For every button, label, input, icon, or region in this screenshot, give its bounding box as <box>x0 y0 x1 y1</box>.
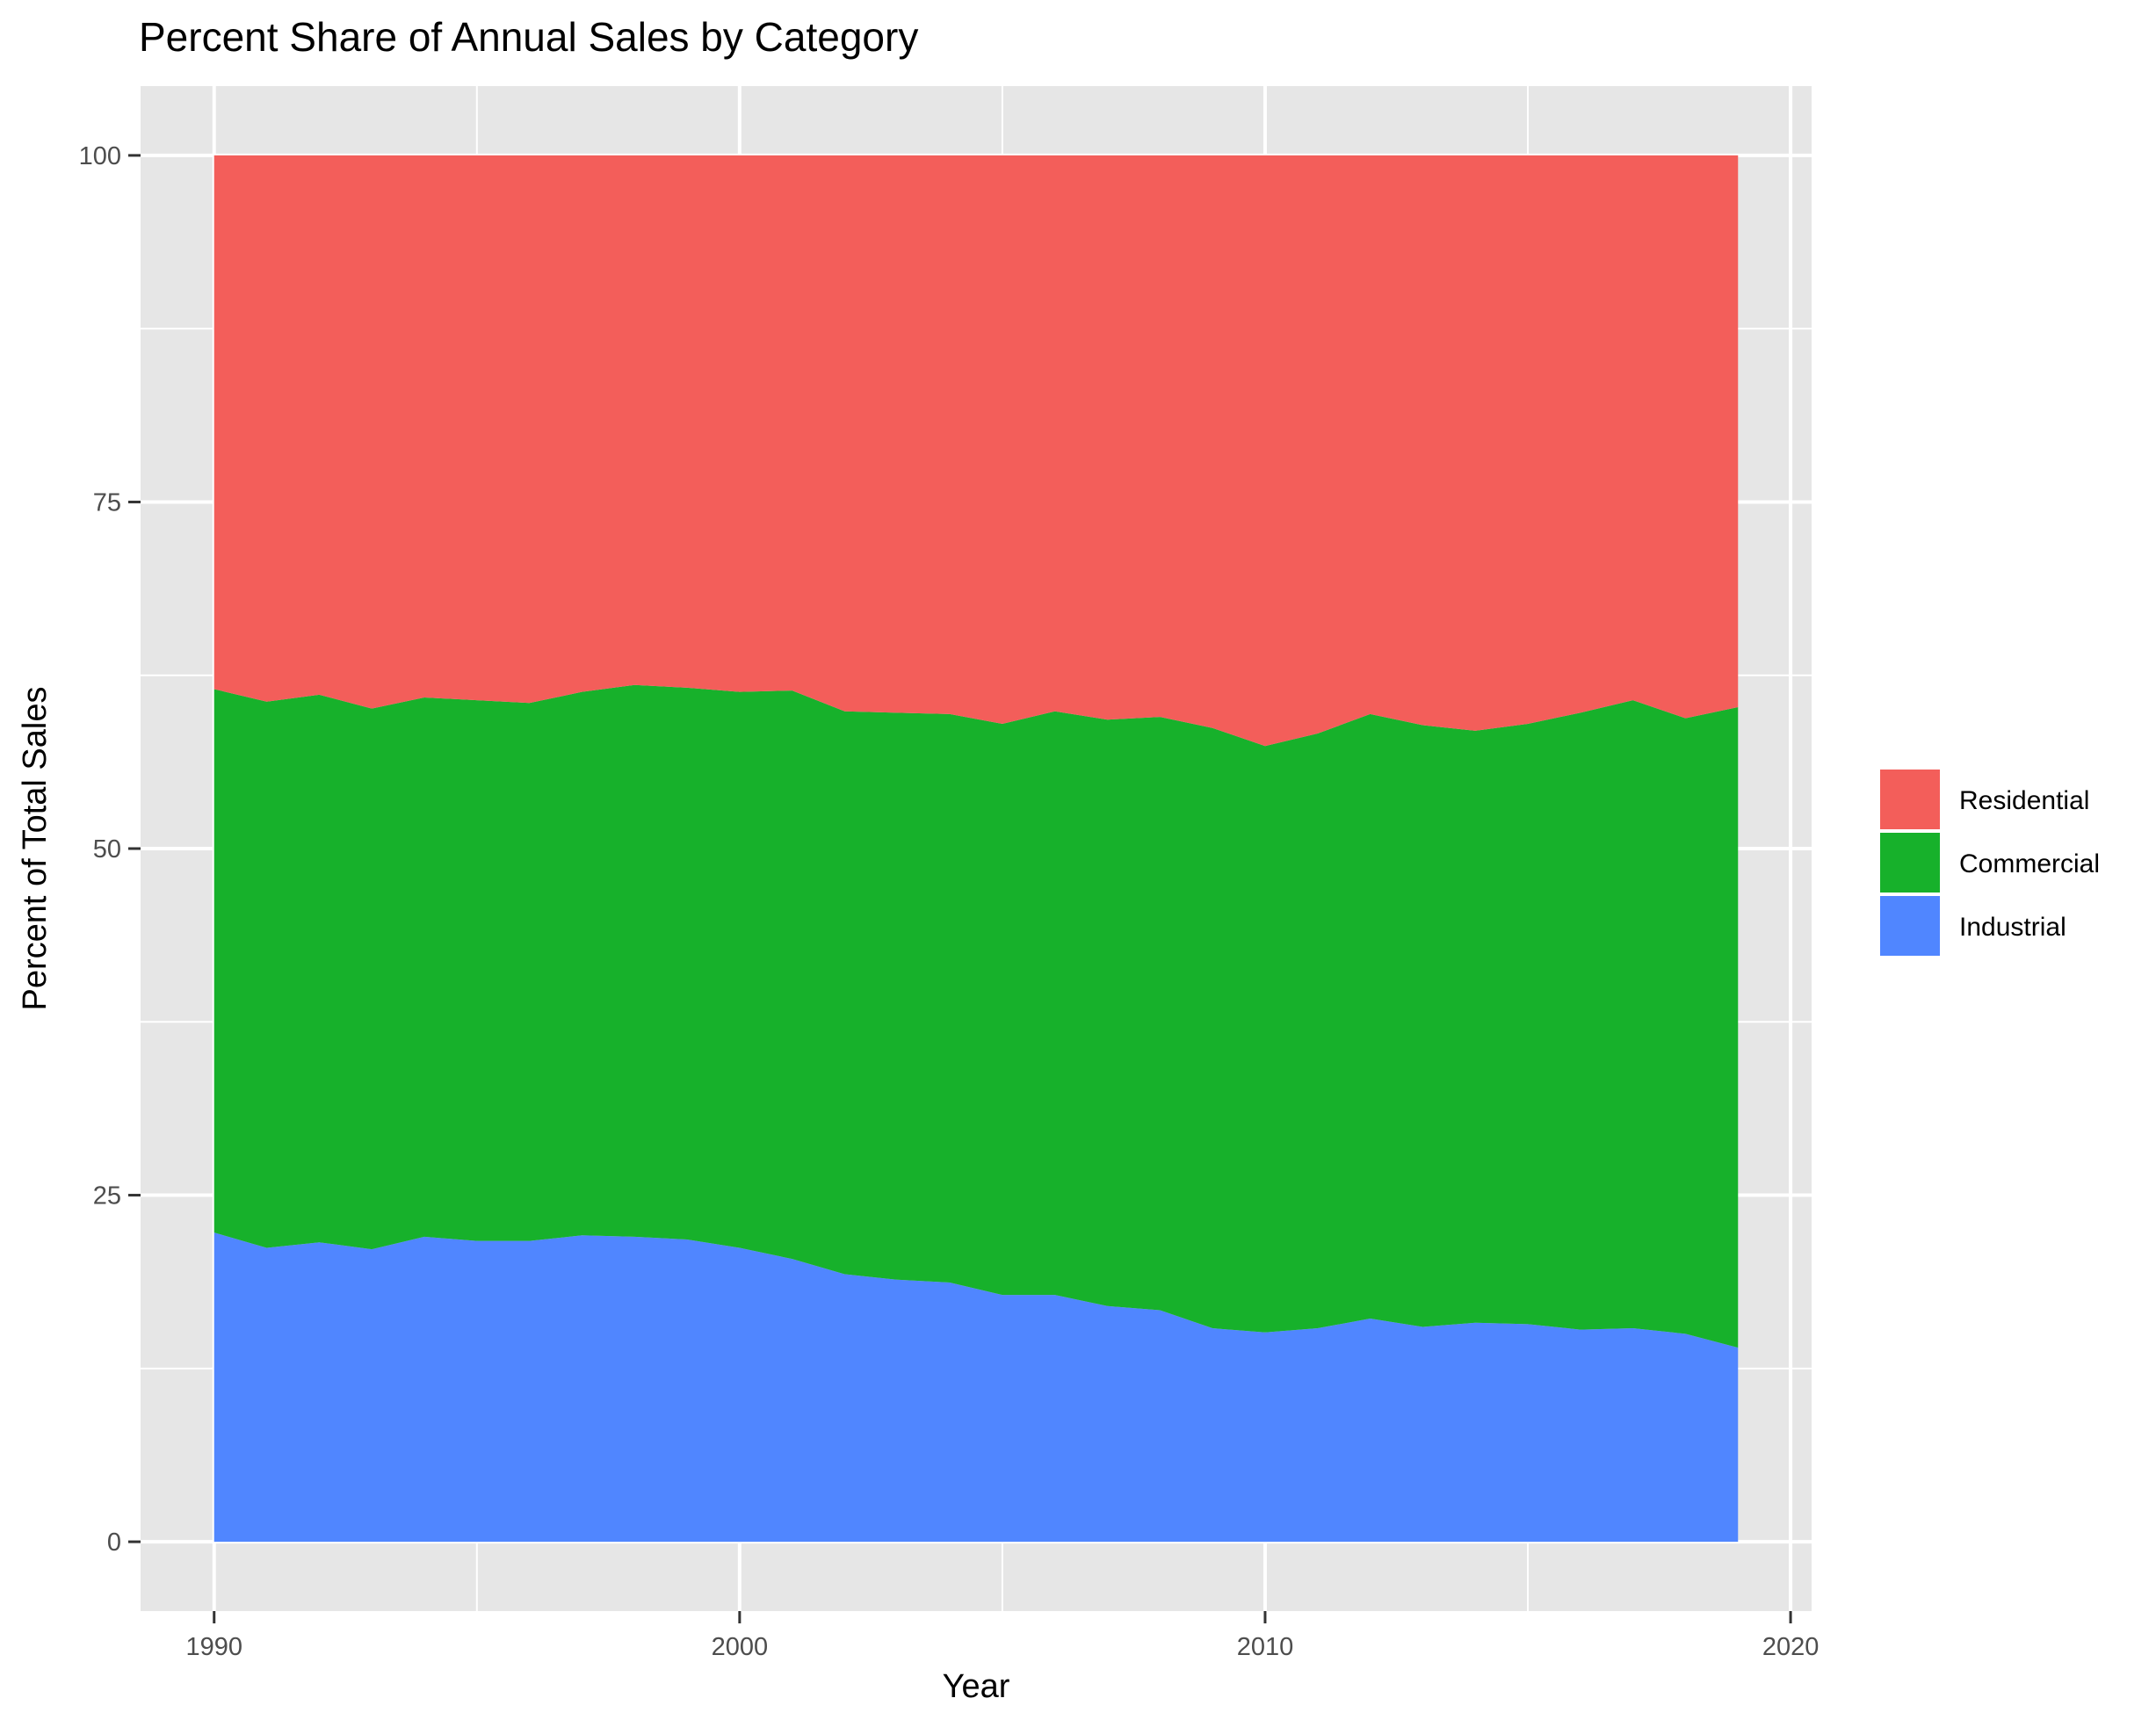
legend-key-residential <box>1880 770 1940 829</box>
area-residential <box>213 155 1739 747</box>
y-tick-label: 75 <box>93 488 121 517</box>
plot-panel <box>141 86 1812 1611</box>
legend-label: Residential <box>1959 786 2089 815</box>
x-tick-label: 2000 <box>712 1633 769 1661</box>
y-tick-label: 25 <box>93 1182 121 1211</box>
x-tick-label: 2010 <box>1237 1633 1294 1661</box>
chart-title: Percent Share of Annual Sales by Categor… <box>139 14 918 60</box>
area-industrial <box>213 1232 1739 1543</box>
area-commercial <box>213 684 1739 1348</box>
legend-key-commercial <box>1880 833 1940 893</box>
y-tick-label: 100 <box>79 142 121 170</box>
area-layers <box>213 155 1739 1543</box>
x-axis-title: Year <box>943 1668 1010 1705</box>
legend-label: Commercial <box>1959 849 2100 878</box>
x-tick-label: 2020 <box>1762 1633 1820 1661</box>
y-axis: 0 25 50 75 100 <box>79 142 141 1557</box>
y-axis-title: Percent of Total Sales <box>17 687 54 1011</box>
y-tick-label: 50 <box>93 835 121 864</box>
y-tick-label: 0 <box>107 1528 121 1557</box>
legend-label: Industrial <box>1959 913 2066 942</box>
legend: Residential Commercial Industrial <box>1880 770 2100 956</box>
x-tick-label: 1990 <box>185 1633 242 1661</box>
x-axis: 1990 2000 2010 2020 <box>185 1611 1819 1661</box>
legend-key-industrial <box>1880 896 1940 956</box>
